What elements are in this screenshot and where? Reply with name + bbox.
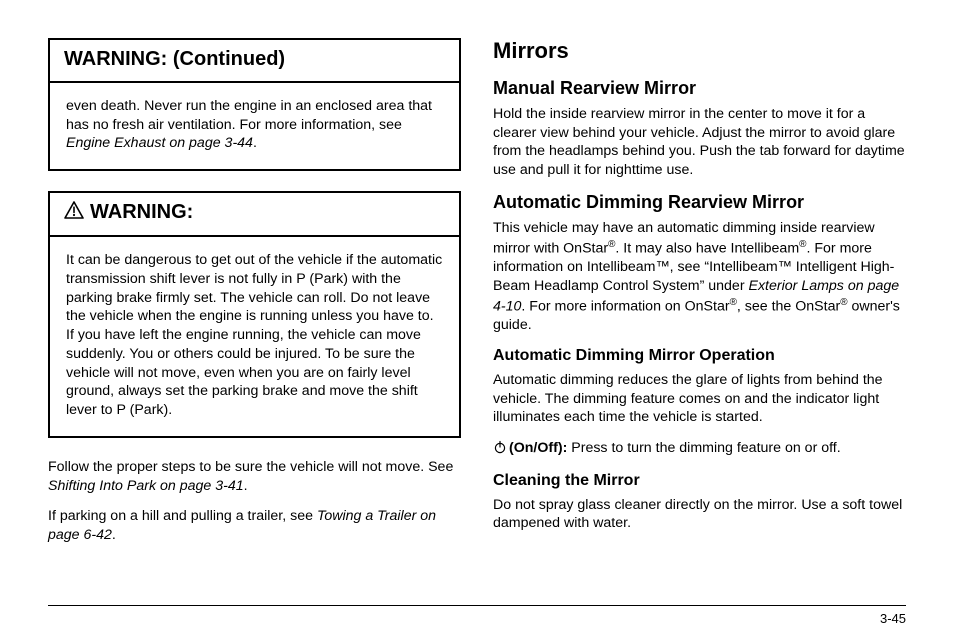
manual-rearview-body: Hold the inside rearview mirror in the c… — [493, 105, 906, 180]
warning-header: WARNING: — [50, 193, 459, 237]
auto-dimming-heading: Automatic Dimming Rearview Mirror — [493, 192, 906, 213]
right-column: Mirrors Manual Rearview Mirror Hold the … — [493, 38, 906, 586]
cleaning-mirror-heading: Cleaning the Mirror — [493, 472, 906, 490]
manual-rearview-heading: Manual Rearview Mirror — [493, 78, 906, 99]
follow-steps-para: Follow the proper steps to be sure the v… — [48, 458, 461, 495]
warning-title-text: WARNING: — [90, 201, 193, 223]
power-icon — [493, 440, 507, 460]
two-column-layout: WARNING: (Continued) even death. Never r… — [48, 38, 906, 586]
page-number: 3-45 — [880, 611, 906, 626]
mirrors-heading: Mirrors — [493, 38, 906, 64]
warning-body-continued: even death. Never run the engine in an e… — [50, 83, 459, 169]
warning-box-continued: WARNING: (Continued) even death. Never r… — [48, 38, 461, 171]
onoff-text: (On/Off): Press to turn the dimming feat… — [509, 440, 841, 456]
warning-box: WARNING: It can be dangerous to get out … — [48, 191, 461, 438]
auto-dimming-operation-body: Automatic dimming reduces the glare of l… — [493, 371, 906, 427]
auto-dimming-operation-heading: Automatic Dimming Mirror Operation — [493, 347, 906, 365]
warning-header-continued: WARNING: (Continued) — [50, 40, 459, 83]
footer-rule — [48, 605, 906, 606]
left-column: WARNING: (Continued) even death. Never r… — [48, 38, 461, 586]
parking-hill-para: If parking on a hill and pulling a trail… — [48, 507, 461, 544]
auto-dimming-body: This vehicle may have an automatic dimmi… — [493, 219, 906, 335]
warning-tri-icon — [64, 201, 84, 225]
warning-body: It can be dangerous to get out of the ve… — [50, 237, 459, 436]
cleaning-mirror-body: Do not spray glass cleaner directly on t… — [493, 496, 906, 533]
onoff-line: (On/Off): Press to turn the dimming feat… — [493, 439, 906, 460]
